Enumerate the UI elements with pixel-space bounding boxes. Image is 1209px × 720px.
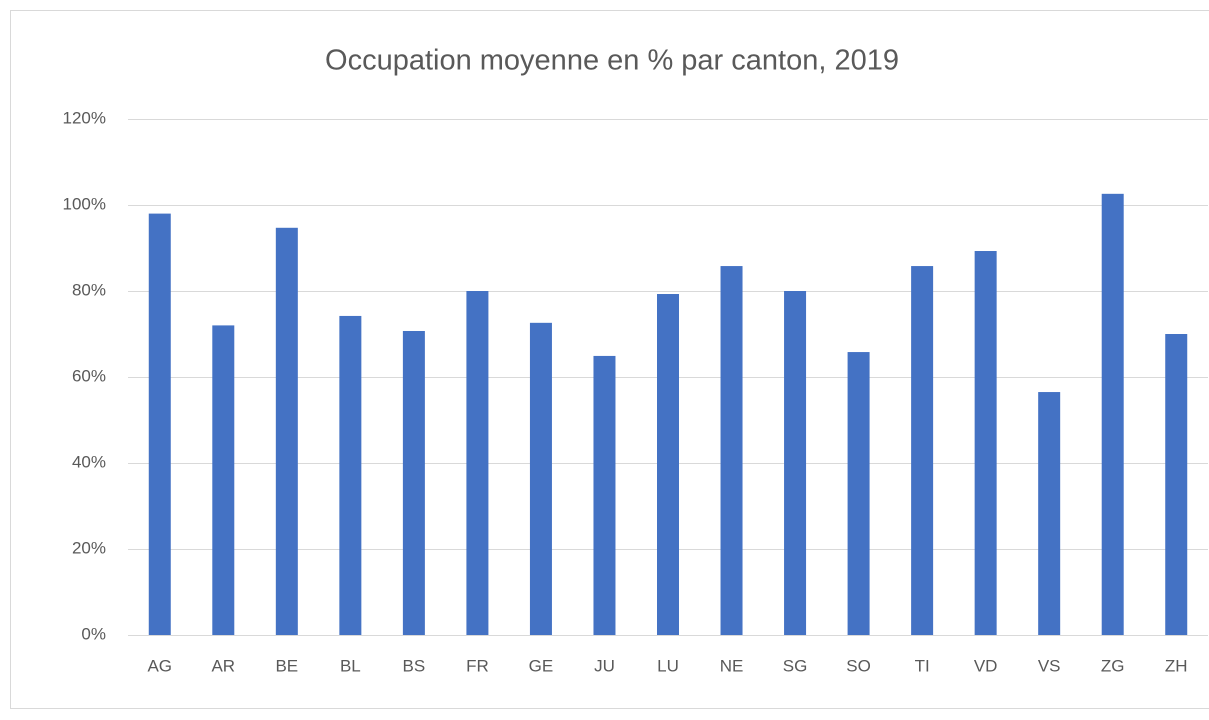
- x-tick-label: SG: [783, 656, 808, 675]
- chart-title: Occupation moyenne en % par canton, 2019: [325, 45, 899, 77]
- bar: [784, 291, 807, 635]
- x-tick-label: BL: [340, 656, 361, 675]
- y-tick-label: 40%: [72, 452, 106, 471]
- y-tick-label: 0%: [81, 624, 106, 643]
- bar: [720, 266, 743, 635]
- x-tick-label: GE: [529, 656, 554, 675]
- x-tick-label: ZH: [1165, 656, 1188, 675]
- y-tick-label: 60%: [72, 366, 106, 385]
- bar: [847, 352, 870, 635]
- bar: [402, 330, 425, 635]
- x-tick-label: LU: [657, 656, 679, 675]
- x-tick-label: VD: [974, 656, 998, 675]
- bar: [339, 315, 362, 635]
- x-tick-label: JU: [594, 656, 615, 675]
- x-tick-label: BS: [403, 656, 426, 675]
- bar: [466, 291, 489, 635]
- bar: [1101, 193, 1124, 635]
- y-tick-label: 100%: [63, 194, 106, 213]
- bar: [974, 251, 997, 635]
- bar: [529, 322, 552, 635]
- y-tick-label: 80%: [72, 280, 106, 299]
- x-tick-label: NE: [720, 656, 744, 675]
- bar: [1165, 334, 1188, 635]
- bar: [212, 325, 235, 635]
- x-tick-label: FR: [466, 656, 489, 675]
- x-tick-label: AR: [211, 656, 235, 675]
- x-tick-label: VS: [1038, 656, 1061, 675]
- x-tick-label: BE: [275, 656, 298, 675]
- bar: [275, 227, 298, 636]
- x-tick-label: TI: [915, 656, 930, 675]
- bar: [1038, 392, 1061, 635]
- bar: [148, 213, 171, 635]
- x-tick-label: SO: [846, 656, 871, 675]
- bar: [657, 294, 679, 635]
- y-tick-label: 20%: [72, 538, 106, 557]
- bar: [593, 355, 616, 635]
- bar: [911, 266, 934, 635]
- y-tick-label: 120%: [63, 108, 106, 127]
- x-tick-label: AG: [147, 656, 172, 675]
- x-tick-label: ZG: [1101, 656, 1125, 675]
